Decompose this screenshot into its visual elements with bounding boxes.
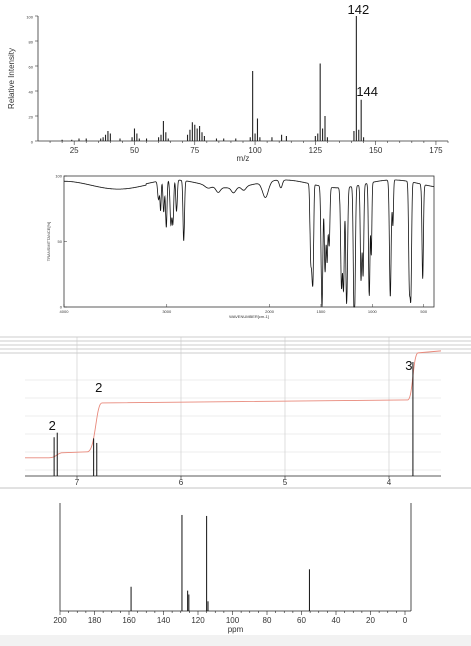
integral-label-methoxy: 3 — [405, 358, 412, 373]
x-tick-label: 5 — [283, 478, 288, 487]
x-tick-label: 0 — [403, 616, 408, 625]
x-tick-label: 1500 — [316, 309, 326, 314]
x-tick-label: 3000 — [162, 309, 172, 314]
peak-label-144: 144 — [356, 84, 378, 99]
ir-spectrum-panel: 100 50 0 4000 3000 2000 1500 1000 500 WAVENUMBER[… — [0, 165, 471, 320]
x-tick-label: 100 — [226, 616, 240, 625]
integral-label-aromatic-1: 2 — [49, 418, 56, 433]
ir-spectrum-line — [64, 179, 434, 308]
y-tick-label: 100 — [55, 174, 62, 179]
bottom-strip — [0, 635, 471, 646]
y-tick-label: 40 — [29, 90, 34, 95]
x-axis-label: m/z — [237, 154, 250, 163]
y-tick-label: 20 — [29, 115, 34, 120]
x-tick-label: 120 — [191, 616, 205, 625]
x-tick-label: 50 — [130, 146, 139, 155]
h-nmr-panel: 7 6 5 4 2 2 3 — [0, 320, 471, 495]
y-tick-label: 0 — [60, 305, 63, 310]
x-tick-label: 40 — [332, 616, 341, 625]
x-tick-label: 1000 — [368, 309, 378, 314]
x-tick-label: 140 — [157, 616, 171, 625]
peak-label-142: 142 — [348, 2, 370, 17]
plot-frame — [63, 175, 435, 308]
y-tick-label: 80 — [29, 40, 34, 45]
x-tick-label: 175 — [429, 146, 443, 155]
x-tick-label: 60 — [297, 616, 306, 625]
y-tick-label: 100 — [26, 15, 33, 20]
x-tick-label: 500 — [420, 309, 427, 314]
integral-label-aromatic-2: 2 — [95, 380, 102, 395]
y-axis-label: TRANSMITTANCE[%] — [46, 222, 51, 261]
x-axis-label: ppm — [228, 625, 244, 634]
x-tick-label: 20 — [366, 616, 375, 625]
x-tick-label: 150 — [369, 146, 383, 155]
x-tick-label: 4 — [387, 478, 392, 487]
y-tick-label: 50 — [58, 239, 63, 244]
h-nmr-chart: 7 6 5 4 2 2 3 — [0, 327, 471, 490]
y-tick-label: 0 — [31, 140, 34, 145]
x-tick-label: 100 — [248, 146, 262, 155]
nmr-background — [0, 327, 471, 490]
x-tick-label: 6 — [179, 478, 184, 487]
x-tick-label: 75 — [190, 146, 199, 155]
mass-spectrum-chart: 0 20 40 60 80 100 25 50 75 100 125 150 175 m/z Relativ… — [7, 2, 449, 163]
x-tick-label: 4000 — [60, 309, 70, 314]
x-tick-label: 80 — [263, 616, 272, 625]
c-nmr-panel: 200 180 160 140 120 100 80 60 40 20 0 ppm — [0, 495, 471, 646]
x-tick-label: 160 — [122, 616, 136, 625]
mass-spectrum-panel: 0 20 40 60 80 100 25 50 75 100 125 150 175 m/z Relativ… — [0, 0, 471, 165]
x-tick-label: 125 — [309, 146, 323, 155]
x-tick-label: 2000 — [265, 309, 275, 314]
y-axis-label: Relative Intensity — [7, 48, 16, 109]
x-tick-label: 25 — [70, 146, 79, 155]
x-tick-label: 180 — [88, 616, 102, 625]
x-axis-label: WAVENUMBER[cm-1] — [229, 314, 269, 319]
x-tick-label: 7 — [75, 478, 80, 487]
y-tick-label: 60 — [29, 65, 34, 70]
x-tick-label: 200 — [53, 616, 67, 625]
